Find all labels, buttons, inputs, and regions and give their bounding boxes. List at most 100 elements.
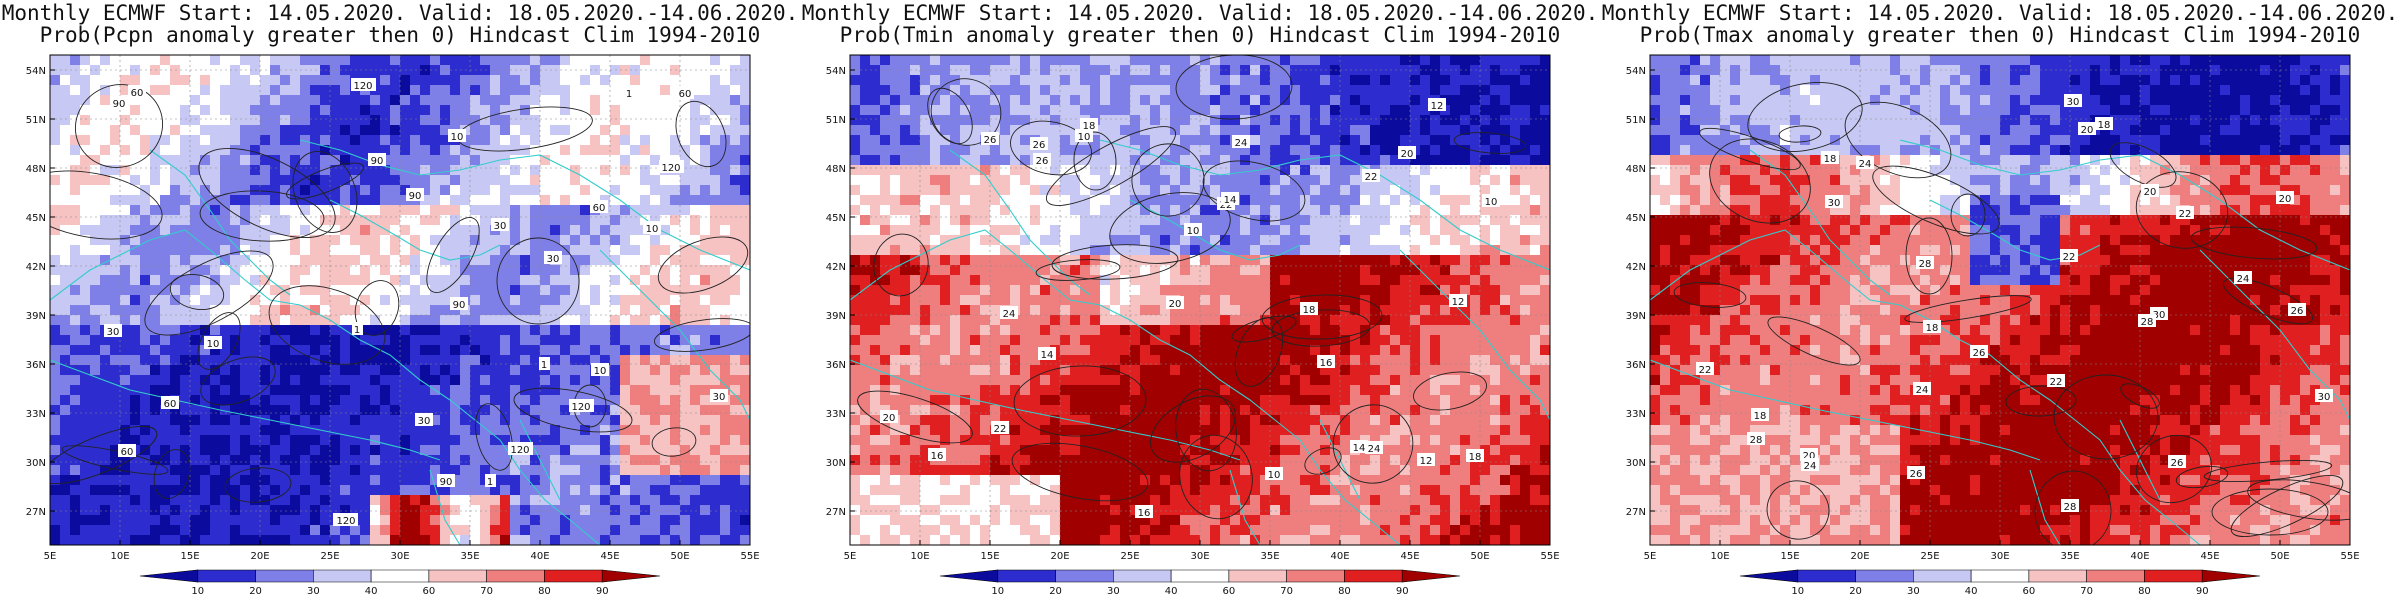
lat-tick-label: 27N xyxy=(1626,507,1646,518)
lat-tick-label: 33N xyxy=(1626,409,1646,420)
colorbar-tick-label: 80 xyxy=(538,586,551,597)
contour-labels: 10 12 14 16 18 20 22 24 26 10 12 14 16 18 20 22 24 26 10 12… xyxy=(880,98,1500,519)
longitude-labels: 5E 10E 15E 20E 25E 30E 35E 40E 45E 50E 55E xyxy=(44,540,760,562)
grid-lines xyxy=(850,55,1550,545)
contour-label: 16 xyxy=(1317,355,1335,369)
lat-tick-label: 30N xyxy=(26,458,46,469)
colorbar-swatch xyxy=(1401,569,1461,583)
lon-tick-label: 25E xyxy=(1920,551,1939,562)
lon-tick-label: 35E xyxy=(2060,551,2079,562)
panel-title: Monthly ECMWF Start: 14.05.2020. Valid: … xyxy=(1,1,799,25)
lon-tick-label: 40E xyxy=(1330,551,1349,562)
contour-label: 22 xyxy=(2176,206,2194,220)
lon-tick-label: 15E xyxy=(980,551,999,562)
lat-tick-label: 42N xyxy=(1626,262,1646,273)
colorbar: 10 20 30 40 60 70 80 90 xyxy=(939,569,1461,597)
contour-label: 90 xyxy=(110,96,128,110)
contour-label: 24 xyxy=(1365,441,1383,455)
lat-tick-label: 30N xyxy=(1626,458,1646,469)
contour-label: 20 xyxy=(1398,146,1416,160)
colorbar-tick-label: 90 xyxy=(596,586,609,597)
contour-label: 26 xyxy=(1030,137,1048,151)
svg-text:90: 90 xyxy=(440,477,453,488)
tmin-map: 10 12 14 16 18 20 22 24 26 10 12 14 16 18 20 22 24 26 10 12… xyxy=(826,54,1560,597)
contour-label: 20 xyxy=(2078,122,2096,136)
contour-label: 120 xyxy=(659,160,684,174)
contour-label: 18 xyxy=(1821,151,1839,165)
lat-tick-label: 39N xyxy=(26,311,46,322)
lon-tick-label: 5E xyxy=(44,551,57,562)
svg-text:90: 90 xyxy=(453,300,466,311)
svg-text:120: 120 xyxy=(510,445,529,456)
colorbar-tick-label: 40 xyxy=(365,586,378,597)
colorbar-tick-label: 80 xyxy=(1338,586,1351,597)
contour-label: 120 xyxy=(569,399,594,413)
lat-tick-label: 48N xyxy=(26,164,46,175)
contour-label: 18 xyxy=(1300,302,1318,316)
contour-label: 14 xyxy=(1221,192,1239,206)
contour-label: 26 xyxy=(981,132,999,146)
colorbar-swatch xyxy=(1913,569,1972,583)
contour-label: 24 xyxy=(1232,135,1250,149)
contour-label: 60 xyxy=(590,200,608,214)
longitude-labels: 5E 10E 15E 20E 25E 30E 35E 40E 45E 50E 55E xyxy=(1644,540,2360,562)
svg-text:1: 1 xyxy=(626,89,632,100)
lon-tick-label: 50E xyxy=(670,551,689,562)
latitude-labels: 54N 51N 48N 45N 42N 39N 36N 33N 30N 27N xyxy=(826,66,855,518)
contour-label: 60 xyxy=(118,444,136,458)
contour-label: 30 xyxy=(491,218,509,232)
contour-label: 20 xyxy=(1166,296,1184,310)
contour-label: 10 xyxy=(1075,129,1093,143)
svg-text:60: 60 xyxy=(593,203,606,214)
svg-text:30: 30 xyxy=(494,221,507,232)
lat-tick-label: 39N xyxy=(826,311,846,322)
contour-label: 24 xyxy=(1913,382,1931,396)
contour-label: 14 xyxy=(1038,347,1056,361)
contour-label: 26 xyxy=(2288,303,2306,317)
lat-tick-label: 48N xyxy=(1626,164,1646,175)
svg-text:10: 10 xyxy=(207,339,220,350)
contour-label: 16 xyxy=(928,448,946,462)
lon-tick-label: 55E xyxy=(740,551,759,562)
grid-lines xyxy=(50,55,750,545)
svg-text:1: 1 xyxy=(487,477,493,488)
contour-labels: 60 90 120 30 10 1 60 90 120 30 10 1 60 90 120 30 10 1 60 90… xyxy=(104,78,728,527)
lat-tick-label: 36N xyxy=(1626,360,1646,371)
colorbar-tick-label: 90 xyxy=(2196,586,2209,597)
contour-lines xyxy=(50,84,750,503)
svg-text:10: 10 xyxy=(646,224,659,235)
colorbar-swatch xyxy=(939,569,999,583)
contour-label: 10 xyxy=(204,336,222,350)
colorbar-tick-label: 40 xyxy=(1965,586,1978,597)
contour-label: 30 xyxy=(710,389,728,403)
contour-label: 12 xyxy=(1449,294,1467,308)
contour-label: 12 xyxy=(1428,98,1446,112)
lat-tick-label: 33N xyxy=(26,409,46,420)
colorbar-swatch xyxy=(1113,569,1172,583)
colorbar-swatch xyxy=(370,569,430,583)
contour-label: 20 xyxy=(880,410,898,424)
colorbar-tick-label: 80 xyxy=(2138,586,2151,597)
colorbar-swatch xyxy=(428,569,487,583)
contour-lines xyxy=(857,55,1527,520)
colorbar-swatch xyxy=(1286,569,1345,583)
lat-tick-label: 39N xyxy=(1626,311,1646,322)
contour-label: 1 xyxy=(624,86,635,100)
panel-title: Monthly ECMWF Start: 14.05.2020. Valid: … xyxy=(1601,1,2399,25)
svg-text:120: 120 xyxy=(571,402,590,413)
map-panel-tmax: Monthly ECMWF Start: 14.05.2020. Valid: … xyxy=(1600,0,2400,600)
latitude-labels: 54N 51N 48N 45N 42N 39N 36N 33N 30N 27N xyxy=(1626,66,1655,518)
lat-tick-label: 45N xyxy=(826,213,846,224)
panel-subtitle: Prob(Tmax anomaly greater then 0) Hindca… xyxy=(1639,23,2361,47)
contour-label: 30 xyxy=(2315,389,2333,403)
contour-label: 24 xyxy=(1801,458,1819,472)
contour-label: 10 xyxy=(1482,194,1500,208)
contour-label: 60 xyxy=(161,396,179,410)
colorbar-swatch xyxy=(1855,569,1914,583)
contour-label: 30 xyxy=(104,324,122,338)
svg-text:1: 1 xyxy=(541,360,547,371)
colorbar-tick-label: 40 xyxy=(1165,586,1178,597)
lon-tick-label: 50E xyxy=(1470,551,1489,562)
contour-label: 28 xyxy=(1747,432,1765,446)
lon-tick-label: 25E xyxy=(320,551,339,562)
